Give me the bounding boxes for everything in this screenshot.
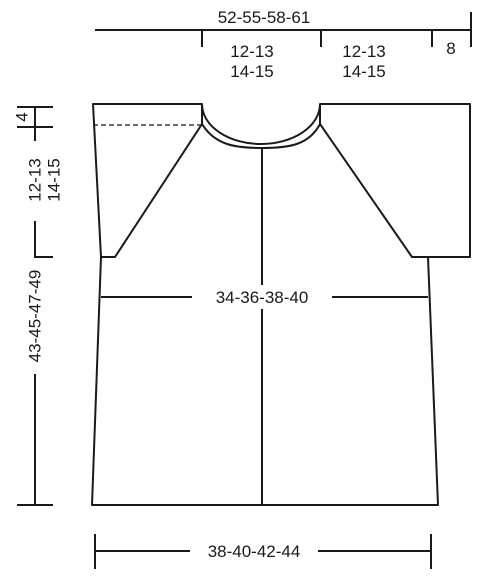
raglan-left-seam	[101, 123, 203, 258]
chest-width-label: 34-36-38-40	[216, 288, 309, 307]
raglan-right-label-line1: 12-13	[342, 42, 385, 61]
raglan-left-label-line2: 14-15	[230, 62, 273, 81]
chest-width-dimension: 34-36-38-40	[101, 285, 428, 309]
raglan-right-label-line2: 14-15	[342, 62, 385, 81]
raglan-left-label-line1: 12-13	[230, 42, 273, 61]
bottom-width-dimension: 38-40-42-44	[94, 534, 432, 569]
sleeve-end-label: 8	[446, 39, 455, 58]
garment-body-outline	[91, 103, 471, 506]
raglan-right-seam	[319, 123, 428, 258]
bottom-width-label: 38-40-42-44	[208, 542, 301, 561]
garment-outline	[91, 103, 471, 506]
raglan-height-label-line1: 12-13	[26, 158, 45, 201]
shoulder-height-label: 4	[13, 112, 32, 121]
raglan-height-label-line2: 14-15	[45, 158, 64, 201]
top-width-label: 52-55-58-61	[218, 8, 311, 27]
total-length-label: 43-45-47-49	[26, 270, 45, 363]
top-width-dimension: 52-55-58-61	[95, 8, 472, 47]
neckline-curve	[201, 104, 321, 149]
left-vertical-dimension	[17, 106, 53, 506]
